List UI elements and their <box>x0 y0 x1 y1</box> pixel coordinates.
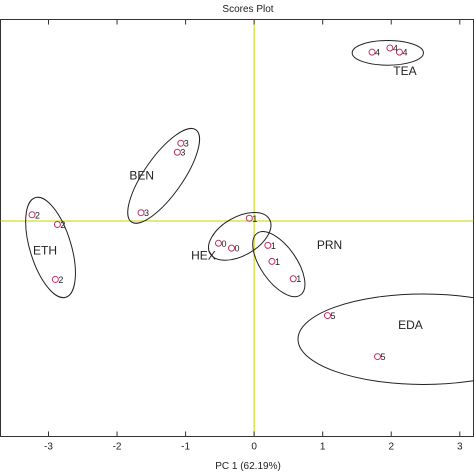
data-point-label: 0 <box>221 239 226 249</box>
x-axis-ticks: -3 -2 -1 0 1 2 3 <box>44 19 463 453</box>
x-tick-label: 1 <box>320 442 326 453</box>
plot-area-frame <box>0 19 474 437</box>
data-point <box>28 211 36 219</box>
group-ellipse-ben <box>127 128 201 224</box>
group-label-eth: ETH <box>33 243 57 257</box>
data-point-label: 1 <box>275 257 280 267</box>
data-point-label: 1 <box>271 241 276 251</box>
data-point <box>368 48 376 56</box>
data-point <box>386 44 394 52</box>
data-point-label: 2 <box>35 210 40 220</box>
data-point <box>53 221 61 229</box>
data-point <box>264 241 272 249</box>
x-axis-label: PC 1 (62.19%) <box>215 461 281 472</box>
group-label-hex: HEX <box>191 248 216 262</box>
x-tick-label: 0 <box>251 442 257 453</box>
data-point-label: 4 <box>393 43 398 53</box>
data-point-label: 3 <box>180 148 185 158</box>
chart-title: Scores Plot <box>222 4 273 15</box>
group-ellipse-eth <box>25 196 76 299</box>
group-label-ben: BEN <box>129 168 154 182</box>
data-point-label: 5 <box>330 311 335 321</box>
group-label-prn: PRN <box>317 238 342 252</box>
group-label-tea: TEA <box>393 64 416 78</box>
data-point <box>395 48 403 56</box>
group-ellipse-tea <box>351 40 424 66</box>
data-point-label: 3 <box>144 208 149 218</box>
data-point-label: 5 <box>381 352 386 362</box>
x-tick-label: -3 <box>44 442 53 453</box>
data-point <box>245 214 253 222</box>
data-point <box>374 353 382 361</box>
data-point-label: 2 <box>60 220 65 230</box>
data-point-label: 3 <box>184 139 189 149</box>
data-point-label: 1 <box>296 274 301 284</box>
group-ellipse-prn <box>252 231 306 298</box>
group-label-eda: EDA <box>398 318 423 332</box>
data-point-label: 4 <box>375 48 380 58</box>
group-ellipse-hex <box>208 211 272 261</box>
data-point <box>289 275 297 283</box>
group-ellipse-eda <box>297 293 474 385</box>
data-point <box>173 148 181 156</box>
data-point <box>228 244 236 252</box>
data-point <box>268 257 276 265</box>
data-point-label: 2 <box>58 275 63 285</box>
data-point <box>51 275 59 283</box>
reference-lines <box>0 19 474 437</box>
data-point-label: 4 <box>402 48 407 58</box>
x-tick-label: 2 <box>388 442 394 453</box>
data-point <box>214 239 222 247</box>
data-point <box>177 139 185 147</box>
group-ellipses: TEA BEN ETH HEX PRN EDA <box>25 40 474 385</box>
x-tick-label: -1 <box>181 442 190 453</box>
data-point <box>137 209 145 217</box>
x-tick-label: -2 <box>113 442 122 453</box>
data-point-label: 0 <box>235 244 240 254</box>
x-tick-label: 3 <box>457 442 463 453</box>
data-point-label: 1 <box>252 214 257 224</box>
data-point <box>323 312 331 320</box>
